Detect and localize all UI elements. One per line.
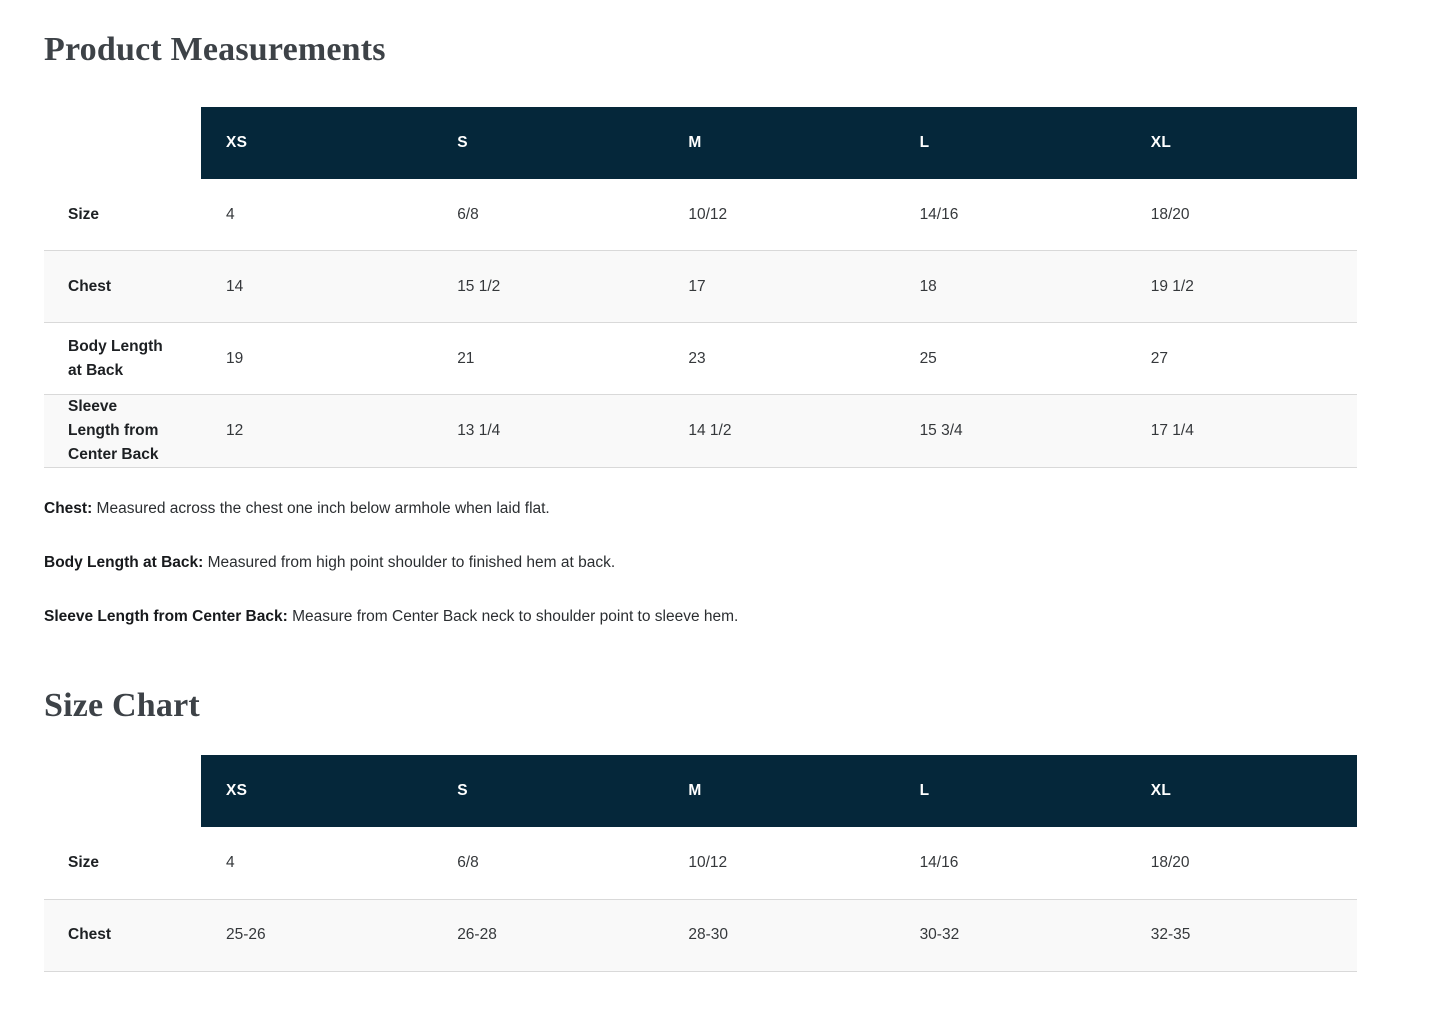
column-header-s: S — [432, 106, 664, 179]
cell-value: 30-32 — [919, 926, 960, 944]
column-header-l: L — [894, 755, 1126, 828]
cell-value: 19 — [226, 349, 244, 367]
column-header-m: M — [663, 755, 895, 828]
cell-value: 28-30 — [688, 926, 729, 944]
cell-value: 10/12 — [688, 205, 728, 223]
note-text: Measure from Center Back neck to shoulde… — [292, 608, 739, 626]
cell-value: 18/20 — [1150, 205, 1190, 223]
table-row-sleeve-length: Sleeve Length from Center Back 12 13 1/4… — [44, 394, 1357, 468]
measurement-notes: Chest: Measured across the chest one inc… — [44, 498, 1390, 628]
table-row-size: Size 4 6/8 10/12 14/16 18/20 — [44, 827, 1357, 900]
row-label: Chest — [68, 926, 112, 944]
column-header-xl: XL — [1125, 755, 1357, 828]
cell-value: 4 — [226, 853, 235, 871]
note-chest: Chest: Measured across the chest one inc… — [44, 498, 1390, 520]
row-label: Body Length at Back — [68, 337, 163, 379]
cell-value: 6/8 — [457, 853, 479, 871]
note-body-length: Body Length at Back: Measured from high … — [44, 552, 1390, 574]
table-row-size: Size 4 6/8 10/12 14/16 18/20 — [44, 179, 1357, 251]
corner-cell — [44, 755, 201, 828]
cell-value: 32-35 — [1150, 926, 1191, 944]
row-label: Size — [68, 205, 100, 223]
note-label: Sleeve Length from Center Back: — [44, 608, 288, 626]
cell-value: 18 — [919, 277, 937, 295]
cell-value: 14 — [226, 277, 244, 295]
cell-value: 14/16 — [919, 853, 959, 871]
row-label: Sleeve Length from Center Back — [68, 398, 159, 464]
measurements-table-header: XS S M L XL — [44, 106, 1357, 179]
column-header-xs: XS — [201, 755, 433, 828]
cell-value: 25 — [919, 349, 937, 367]
cell-value: 12 — [226, 422, 244, 440]
cell-value: 10/12 — [688, 853, 728, 871]
cell-value: 26-28 — [457, 926, 497, 944]
column-header-xl: XL — [1125, 106, 1357, 179]
size-chart-heading: Size Chart — [44, 687, 200, 725]
cell-value: 21 — [457, 349, 475, 367]
size-chart-table: XS S M L XL Size 4 6/8 10/12 14/16 18/20… — [44, 755, 1357, 972]
size-guide-page: Product Measurements XS S M L XL Size 4 … — [44, 31, 1390, 972]
note-text: Measured across the chest one inch below… — [96, 500, 550, 518]
cell-value: 18/20 — [1150, 853, 1190, 871]
table-row-chest: Chest 25-26 26-28 28-30 30-32 32-35 — [44, 899, 1357, 972]
table-header-row: XS S M L XL — [44, 106, 1357, 179]
measurements-table-body: Size 4 6/8 10/12 14/16 18/20 Chest 14 15… — [44, 179, 1357, 468]
cell-value: 19 1/2 — [1150, 277, 1194, 295]
cell-value: 23 — [688, 349, 706, 367]
note-sleeve-length: Sleeve Length from Center Back: Measure … — [44, 606, 1390, 628]
column-header-xs: XS — [201, 106, 433, 179]
cell-value: 4 — [226, 205, 235, 223]
measurements-table: XS S M L XL Size 4 6/8 10/12 14/16 18/20… — [44, 106, 1357, 469]
column-header-l: L — [894, 106, 1126, 179]
table-header-row: XS S M L XL — [44, 755, 1357, 828]
cell-value: 17 — [688, 277, 706, 295]
note-text: Measured from high point shoulder to fin… — [207, 554, 616, 572]
cell-value: 13 1/4 — [457, 422, 501, 440]
cell-value: 6/8 — [457, 205, 479, 223]
cell-value: 25-26 — [226, 926, 266, 944]
note-label: Body Length at Back: — [44, 554, 204, 572]
column-header-m: M — [663, 106, 895, 179]
size-chart-table-body: Size 4 6/8 10/12 14/16 18/20 Chest 25-26… — [44, 827, 1357, 972]
product-measurements-heading: Product Measurements — [44, 31, 386, 68]
table-row-body-length: Body Length at Back 19 21 23 25 27 — [44, 323, 1357, 395]
cell-value: 27 — [1150, 349, 1168, 367]
row-label: Chest — [68, 277, 112, 295]
row-label: Size — [68, 853, 100, 871]
cell-value: 17 1/4 — [1150, 422, 1194, 440]
size-chart-table-header: XS S M L XL — [44, 755, 1357, 828]
note-label: Chest: — [44, 500, 93, 518]
cell-value: 15 1/2 — [457, 277, 501, 295]
cell-value: 15 3/4 — [919, 422, 963, 440]
cell-value: 14/16 — [919, 205, 959, 223]
corner-cell — [44, 106, 201, 179]
column-header-s: S — [432, 755, 664, 828]
table-row-chest: Chest 14 15 1/2 17 18 19 1/2 — [44, 250, 1357, 323]
cell-value: 14 1/2 — [688, 422, 732, 440]
